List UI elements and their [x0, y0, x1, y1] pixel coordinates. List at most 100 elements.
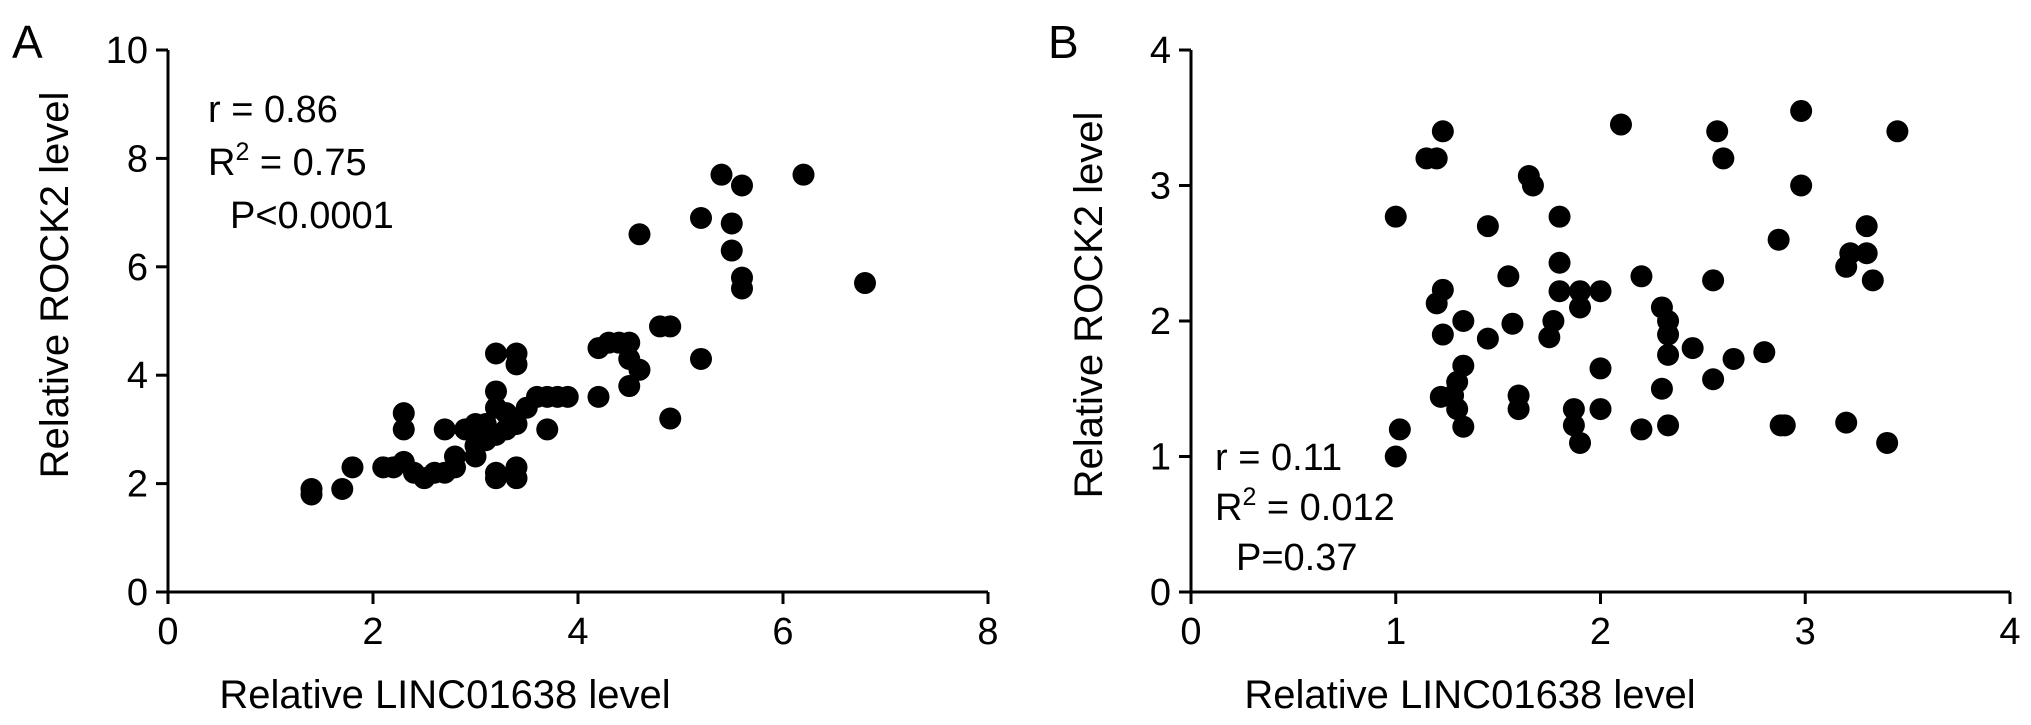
panel-b-data-point: [1702, 269, 1725, 292]
panel-a-y-axis-label: Relative ROCK2 level: [33, 92, 77, 479]
panel-b-data-point: [1681, 337, 1704, 360]
panel-a-y-tick-label: 6: [127, 247, 148, 289]
panel-b-data-point: [1388, 418, 1411, 441]
panel-b-data-point: [1702, 368, 1725, 391]
panel-b-label: B: [1048, 16, 1079, 68]
panel-b-x-tick-label: 2: [1590, 611, 1611, 653]
panel-a-x-tick-label: 8: [977, 611, 998, 653]
panel-b-data-point: [1589, 280, 1612, 303]
panel-b-data-point: [1452, 310, 1475, 332]
panel-b-data-point: [1569, 280, 1592, 303]
panel-b: B 0 1 2 3 4 0 1 2 3 4 Relative LINC01638 level Re…: [1048, 16, 2021, 717]
panel-b-data-point: [1446, 398, 1469, 421]
panel-b-data-point: [1384, 445, 1407, 468]
panel-b-data-point: [1630, 418, 1653, 441]
panel-a-data-point: [341, 456, 364, 479]
panel-b-y-tick-label: 4: [1150, 30, 1171, 72]
panel-a-data-point: [710, 163, 733, 186]
panel-b-x-tick-label: 1: [1385, 611, 1406, 653]
panel-a-data-point: [720, 239, 743, 262]
panel-b-data-point: [1542, 310, 1565, 332]
panel-a-data-point: [618, 375, 641, 398]
panel-b-x-tick-label: 3: [1795, 611, 1816, 653]
panel-b-data-point: [1630, 265, 1653, 288]
panel-a-data-point: [618, 331, 641, 354]
panel-b-data-point: [1773, 414, 1796, 437]
panel-b-data-point: [1476, 327, 1499, 350]
panel-b-data-point: [1722, 347, 1745, 370]
panel-a-data-point: [505, 456, 528, 479]
panel-b-y-tick-label: 0: [1150, 572, 1171, 614]
panel-a-stat-r: r = 0.86: [208, 89, 338, 131]
panel-a-data-point: [659, 315, 682, 338]
panel-b-y-tick-label: 1: [1150, 437, 1171, 479]
panel-a-data-point: [392, 402, 415, 425]
panel-b-data-point: [1657, 343, 1680, 366]
panel-b-data-point: [1657, 323, 1680, 346]
panel-a-data-point: [485, 342, 507, 365]
panel-b-data-point: [1706, 120, 1729, 143]
panel-b-data-point: [1548, 205, 1571, 228]
panel-b-data-point: [1569, 431, 1592, 454]
panel-a-data-point: [331, 478, 354, 501]
panel-b-data-point: [1589, 357, 1612, 380]
panel-a-data-point: [628, 223, 651, 246]
panel-b-data-point: [1790, 174, 1813, 197]
panel-a-y-tick-label: 8: [127, 138, 148, 180]
panel-a-data-point: [690, 347, 712, 370]
panel-b-y-tick-label: 2: [1150, 301, 1171, 343]
panel-a-x-tick-label: 4: [567, 611, 588, 653]
panel-b-stat-p: P=0.37: [1236, 537, 1358, 579]
panel-a-data-point: [392, 418, 415, 441]
panel-b-data-point: [1497, 265, 1520, 288]
panel-a-x-tick-label: 6: [772, 611, 793, 653]
panel-a-y-tick-label: 2: [127, 464, 148, 506]
panel-b-data-point: [1876, 431, 1899, 454]
panel-a-x-tick-label: 2: [362, 611, 383, 653]
panel-b-stat-r: r = 0.11: [1215, 437, 1342, 479]
panel-a-data-point: [720, 212, 743, 235]
panel-a-data-point: [587, 385, 610, 408]
panel-a-data-point: [628, 358, 651, 381]
panel-a-data-point: [485, 467, 507, 490]
panel-a-stat-p: P<0.0001: [230, 195, 394, 237]
panel-a-data-point: [505, 353, 528, 376]
panel-b-data-point: [1548, 280, 1571, 303]
panel-b-data-point: [1861, 269, 1884, 292]
panel-a-stat-r2: R2 = 0.75: [208, 138, 367, 184]
panel-b-data-point: [1855, 215, 1878, 238]
panel-a-x-tick-label: 0: [157, 611, 178, 653]
panel-b-x-axis-label: Relative LINC01638 level: [1244, 673, 1695, 717]
panel-a-data-point: [300, 478, 323, 501]
panel-b-data-point: [1835, 411, 1858, 434]
panel-b-data-point: [1452, 354, 1475, 377]
panel-b-data-point: [1657, 414, 1680, 437]
panel-b-data-point: [1452, 415, 1475, 438]
panel-b-data-point: [1384, 205, 1407, 228]
panel-a-x-axis-label: Relative LINC01638 level: [219, 673, 670, 717]
panel-b-data-point: [1767, 228, 1790, 251]
panel-b-data-point: [1886, 120, 1909, 143]
panel-b-data-point: [1521, 174, 1544, 197]
panel-a-data-point: [659, 407, 682, 430]
panel-b-points: [1384, 99, 1909, 468]
panel-a-axes: 0 2 4 6 8 0 2 4 6 8 10: [106, 30, 999, 653]
panel-b-data-point: [1425, 147, 1448, 170]
panel-b-data-point: [1589, 398, 1612, 421]
panel-b-data-point: [1501, 312, 1524, 335]
panel-b-y-tick-label: 3: [1150, 166, 1171, 208]
panel-a-points: [300, 163, 876, 506]
panel-a-data-point: [690, 207, 712, 230]
panel-a-data-point: [505, 412, 528, 435]
panel-b-stat-r2: R2 = 0.012: [1215, 483, 1395, 529]
panel-b-data-point: [1562, 398, 1585, 421]
panel-a-data-point: [485, 380, 507, 403]
panel-a-data-point: [536, 418, 559, 441]
panel-b-data-point: [1548, 251, 1571, 274]
panel-b-x-tick-label: 0: [1180, 611, 1201, 653]
panel-b-data-point: [1569, 296, 1592, 319]
panel-a-data-point: [433, 418, 456, 441]
panel-b-data-point: [1609, 113, 1632, 136]
